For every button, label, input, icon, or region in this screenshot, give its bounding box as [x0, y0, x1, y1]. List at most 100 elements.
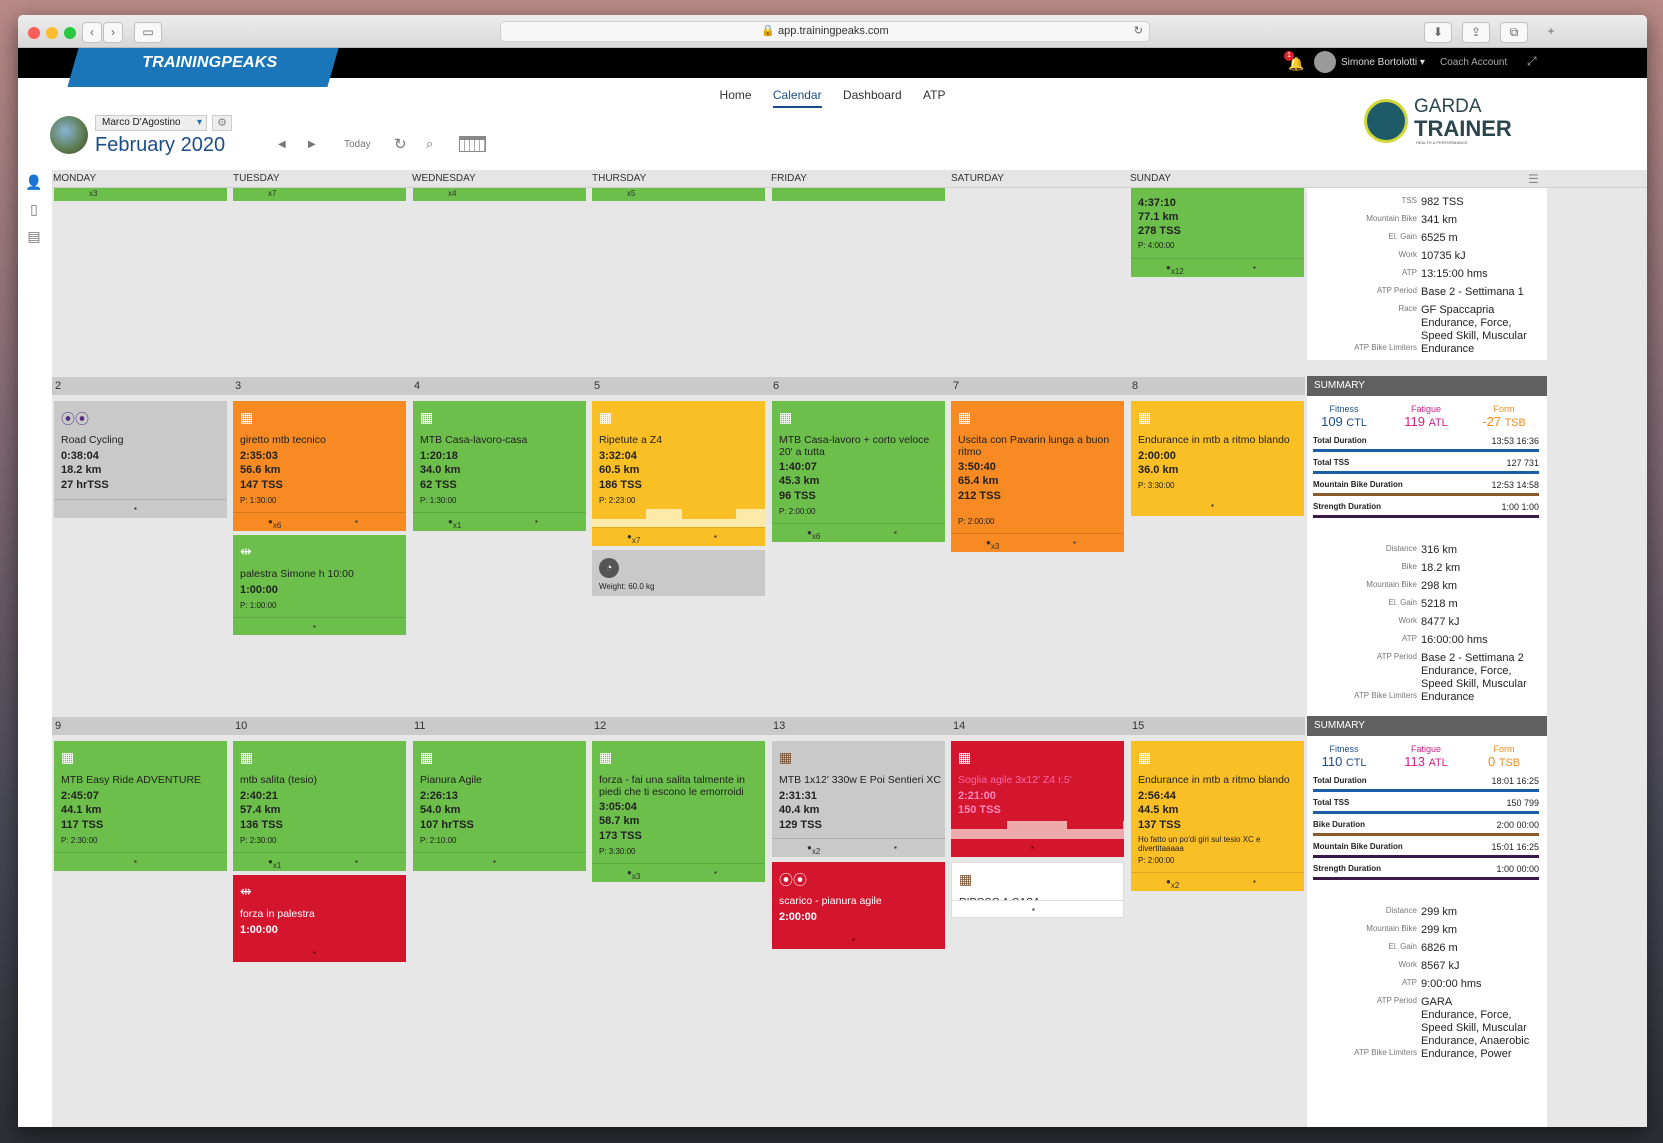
prev-month-icon[interactable]: ◀ [278, 139, 286, 150]
chat-icon[interactable]: ▪ [313, 948, 316, 957]
summary-value: Endurance, Force, [1421, 1009, 1512, 1021]
metric-card[interactable]: ◔ Weight: 60.0 kg [592, 550, 765, 596]
athlete-library-icon[interactable]: 👤 [25, 174, 43, 190]
coach-account-link[interactable]: Coach Account [1440, 57, 1508, 68]
chat-icon[interactable]: ▪ [894, 528, 897, 537]
workout-card[interactable]: ▦ Pianura Agile 2:26:13 54.0 km 107 hrTS… [413, 741, 586, 871]
browser-toolbar: ‹ › ▭ 🔒 app.trainingpeaks.com ↻ ⬇ ⇪ ⧉ + [18, 15, 1647, 48]
workout-duration: 1:00:00 [240, 584, 278, 596]
workout-card[interactable]: x7 [233, 188, 406, 201]
workout-card[interactable]: ⦿⦿ scarico - pianura agile 2:00:00 ▪ [772, 862, 945, 949]
gear-icon[interactable]: ⚙ [212, 115, 232, 131]
workout-card[interactable]: ▦ Uscita con Pavarin lunga a buon ritmo … [951, 401, 1124, 552]
summary-value: 298 km [1421, 580, 1458, 592]
bar-label: Total Duration [1313, 776, 1367, 785]
workout-card[interactable]: ▦ forza - fai una salita talmente in pie… [592, 741, 765, 882]
workout-card[interactable]: ▦ giretto mtb tecnico 2:35:03 56.6 km 14… [233, 401, 406, 531]
new-tab-icon[interactable]: + [1547, 24, 1555, 38]
workout-card[interactable]: ▦ MTB Easy Ride ADVENTURE 2:45:07 44.1 k… [54, 741, 227, 871]
workout-card[interactable]: ▦ mtb salita (tesio) 2:40:21 57.4 km 136… [233, 741, 406, 871]
week-day-numbers: 9 10 11 12 13 14 15 [52, 717, 1305, 735]
workout-card[interactable]: ▦ Soglia agile 3x12' Z4 r.5' 2:21:00 150… [951, 741, 1124, 857]
nav-atp[interactable]: ATP [923, 88, 946, 102]
workout-tss: 129 TSS [779, 819, 822, 831]
summary-value: 6525 m [1421, 232, 1458, 244]
chat-icon[interactable]: ▪ [1253, 263, 1256, 272]
chat-icon[interactable]: ▪ [1032, 905, 1035, 914]
search-icon[interactable]: ⌕ [426, 136, 434, 151]
close-window-button[interactable] [28, 27, 40, 39]
workout-card[interactable]: ▦ MTB Casa-lavoro-casa 1:20:18 34.0 km 6… [413, 401, 586, 531]
forward-icon[interactable]: › [103, 22, 123, 43]
summary-bar: Strength Duration 1:00 00:00 [1313, 864, 1539, 882]
workout-card[interactable]: ▦ MTB Casa-lavoro + corto veloce 20' a t… [772, 401, 945, 542]
bell-icon[interactable]: 🔔 [1288, 56, 1305, 71]
user-avatar[interactable] [1314, 51, 1336, 73]
chat-icon[interactable]: ▪ [355, 517, 358, 526]
workout-card[interactable]: 4:37:10 77.1 km 278 TSS P: 4:00:00 ● x12… [1131, 188, 1304, 277]
nav-calendar[interactable]: Calendar [772, 88, 822, 108]
bar-value: 13:53 16:36 [1491, 436, 1539, 446]
workout-card[interactable]: x4 [413, 188, 586, 201]
chat-icon[interactable]: ▪ [1211, 501, 1214, 510]
chat-icon[interactable]: ▪ [894, 843, 897, 852]
next-month-icon[interactable]: ▶ [308, 139, 316, 150]
nav-home[interactable]: Home [719, 88, 752, 102]
chat-icon[interactable]: ▪ [313, 622, 316, 631]
workout-card[interactable] [772, 188, 945, 201]
fullscreen-icon[interactable]: ⤢ [1527, 54, 1537, 68]
refresh-icon[interactable]: ↻ [394, 136, 407, 153]
chat-icon[interactable]: ▪ [134, 857, 137, 866]
chat-icon[interactable]: ▪ [1253, 877, 1256, 886]
athlete-avatar[interactable] [50, 116, 88, 154]
athlete-select[interactable]: Marco D'Agostino ▾ [95, 115, 207, 131]
chat-icon[interactable]: ▪ [714, 868, 717, 877]
hamburger-menu-icon[interactable]: ☰ [1528, 172, 1539, 186]
back-icon[interactable]: ‹ [82, 22, 102, 43]
chat-icon[interactable]: ▪ [1031, 843, 1034, 852]
workout-card[interactable]: ▦ RIPOSO A CASA ▪ [951, 862, 1124, 918]
workout-card[interactable]: ▦ Endurance in mtb a ritmo blando 2:00:0… [1131, 401, 1304, 516]
workout-library-icon[interactable]: ▯ [30, 201, 38, 217]
workout-card[interactable]: x3 [54, 188, 227, 201]
summary-value: 8477 kJ [1421, 616, 1460, 628]
workout-card[interactable]: ▦ Ripetute a Z4 3:32:04 60.5 km 186 TSS … [592, 401, 765, 546]
chat-icon[interactable]: ▪ [355, 857, 358, 866]
chat-icon[interactable]: ▪ [852, 935, 855, 944]
address-bar[interactable]: 🔒 app.trainingpeaks.com ↻ [500, 21, 1150, 42]
fatigue-label: Fatigue [1410, 404, 1442, 414]
workout-card[interactable]: x5 [592, 188, 765, 201]
share-icon[interactable]: ⇪ [1462, 22, 1490, 43]
minimize-window-button[interactable] [46, 27, 58, 39]
chat-icon[interactable]: ▪ [535, 517, 538, 526]
zoom-window-button[interactable] [64, 27, 76, 39]
today-button[interactable]: Today [344, 139, 371, 150]
download-icon[interactable]: ⬇ [1424, 22, 1452, 43]
day-number: 15 [1132, 720, 1145, 732]
chat-icon[interactable]: ▪ [134, 504, 137, 513]
workout-card[interactable]: ⇹ palestra Simone h 10:00 1:00:00 P: 1:0… [233, 535, 406, 635]
summary-row: Endurance, Force, [1307, 665, 1547, 682]
fitness-unit: CTL [1346, 417, 1367, 429]
calendar-picker-icon[interactable] [459, 136, 486, 152]
chat-icon[interactable]: ▪ [493, 857, 496, 866]
nav-dashboard[interactable]: Dashboard [842, 88, 902, 102]
workout-card[interactable]: ⦿⦿ Road Cycling 0:38:04 18.2 km 27 hrTSS… [54, 401, 227, 518]
reload-icon[interactable]: ↻ [1133, 25, 1143, 37]
workout-card[interactable]: ⇹ forza in palestra 1:00:00 ▪ [233, 875, 406, 962]
mtb-icon: ▦ [240, 409, 254, 425]
plan-store-icon[interactable]: ▤ [27, 228, 41, 244]
workout-card[interactable]: ▦ Endurance in mtb a ritmo blando 2:56:4… [1131, 741, 1304, 891]
day-number: 12 [594, 720, 607, 732]
trainingpeaks-logo[interactable]: TRAININGPEAKS [67, 48, 339, 87]
tabs-icon[interactable]: ⧉ [1500, 22, 1528, 43]
header-friday: FRIDAY [771, 173, 807, 184]
chat-icon[interactable]: ▪ [714, 532, 717, 541]
sidebar-toggle-icon[interactable]: ▭ [134, 22, 162, 43]
workout-distance: 56.6 km [240, 464, 281, 476]
chat-icon[interactable]: ▪ [1073, 538, 1076, 547]
summary-value: Base 2 - Settimana 2 [1421, 652, 1524, 664]
workout-card[interactable]: ▦ MTB 1x12' 330w E Poi Sentieri XC 2:31:… [772, 741, 945, 857]
user-menu[interactable]: Simone Bortolotti ▾ [1341, 57, 1425, 68]
workout-distance: 44.5 km [1138, 804, 1179, 816]
